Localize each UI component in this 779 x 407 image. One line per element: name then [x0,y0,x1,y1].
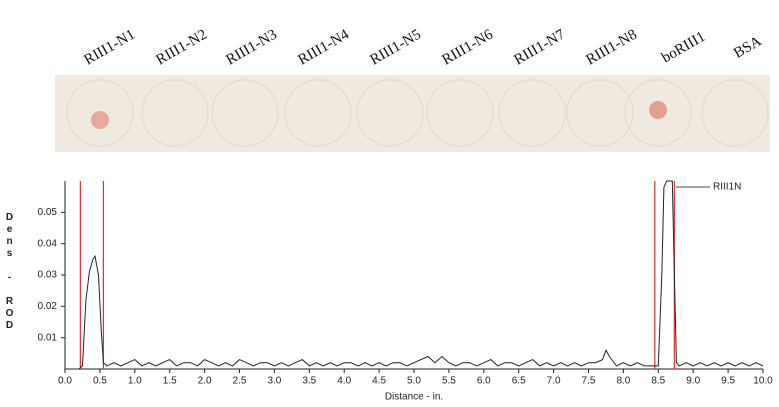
x-tick-label: 4.0 [337,376,351,387]
blot-wells [66,79,769,147]
y-tick-label: 0.01 [38,332,58,343]
x-tick-label: 9.0 [686,376,700,387]
x-tick-label: 3.5 [302,376,316,387]
x-tick-label: 1.0 [128,376,142,387]
lane-label: RIII1-N8 [584,27,640,69]
x-tick-label: 9.5 [721,376,735,387]
x-tick-label: 2.0 [198,376,212,387]
annotation: RIII1N [713,182,741,193]
x-axis-label: Distance - in. [385,392,443,403]
x-tick-label: 8.0 [616,376,630,387]
x-tick-label: 5.5 [442,376,456,387]
x-tick-label: 2.5 [233,376,247,387]
lane-label: RIII1-N2 [154,27,210,69]
lane-label: boRIII1 [659,29,708,67]
y-tick-label: 0.04 [38,238,58,249]
lane-label: RIII1-N6 [440,26,497,68]
x-tick-label: 7.5 [582,376,596,387]
lane-label: RIII1-N1 [82,27,138,69]
x-tick-label: 8.5 [651,376,665,387]
x-tick-label: 0.0 [58,376,72,387]
x-tick-label: 5.0 [407,376,421,387]
lane-label: RIII1-N5 [368,27,424,69]
lane-label: RIII1-N7 [512,26,569,68]
y-tick-label: 0.03 [38,270,58,281]
x-tick-label: 3.0 [267,376,281,387]
x-tick-label: 6.5 [512,376,526,387]
x-tick-label: 10.0 [753,376,773,387]
lane-label: RIII1-N4 [296,26,353,68]
x-tick-label: 4.5 [372,376,386,387]
y-axis-label: Dens - ROD [4,212,15,332]
x-tick-label: 0.5 [93,376,107,387]
lane-label: BSA [731,33,764,62]
x-tick-label: 1.5 [163,376,177,387]
density-trace [65,180,764,370]
x-tick-label: 6.0 [477,376,491,387]
y-tick-label: 0.05 [38,207,58,218]
blot-spot [649,101,667,119]
lane-label: RIII1-N3 [224,27,280,69]
blot-spot [91,111,109,129]
y-tick-label: 0.02 [38,301,58,312]
x-tick-label: 7.0 [547,376,561,387]
